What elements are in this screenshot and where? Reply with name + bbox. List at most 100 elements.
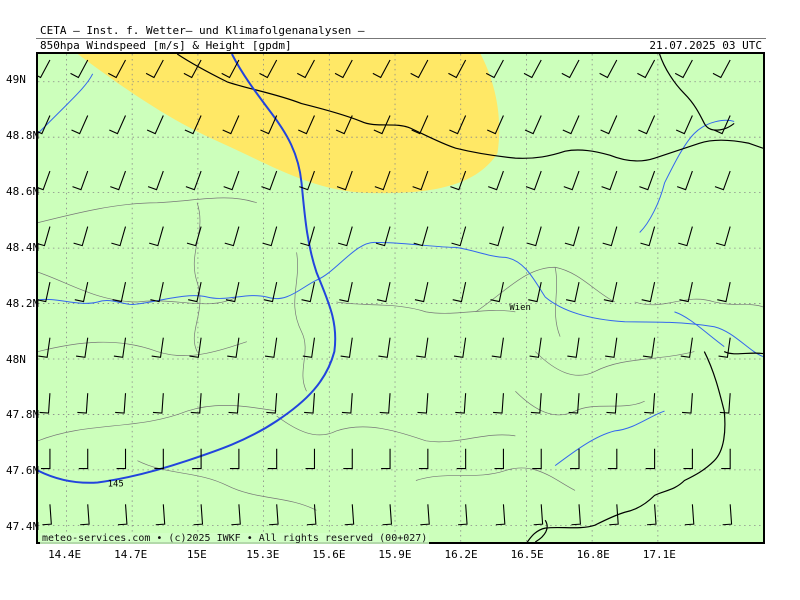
lat-label: 47.4N [6, 520, 40, 534]
wind-barb [116, 448, 127, 470]
wind-barb [70, 59, 89, 79]
wind-barb [260, 115, 278, 135]
lat-label: 48.2N [6, 296, 40, 310]
wind-barb [42, 504, 52, 526]
wind-barb [571, 504, 581, 526]
wind-barb [721, 448, 731, 470]
lat-label: 48.6N [6, 184, 40, 198]
lon-label: 16.8E [576, 548, 610, 561]
wind-barb [564, 226, 580, 247]
wind-barb [570, 448, 580, 470]
wind-barb [413, 226, 429, 247]
lon-label: 17.1E [642, 548, 676, 561]
wind-barb [145, 59, 164, 79]
wind-barb [417, 393, 429, 414]
wind-barb [267, 448, 278, 470]
wind-barbs [38, 59, 733, 526]
wind-barb [111, 226, 127, 247]
wind-barb [259, 59, 278, 79]
wind-barb [533, 504, 544, 526]
wind-barb [335, 115, 353, 135]
wind-barb [411, 115, 429, 135]
wind-barb [38, 115, 51, 135]
map-canvas[interactable]: 145 Wien [38, 54, 763, 542]
wind-barb [674, 59, 693, 79]
wind-barb [640, 226, 656, 247]
wind-barb [712, 59, 731, 79]
chart-title: CETA – Inst. f. Wetter– und Klimafolgena… [40, 24, 365, 37]
wind-barb [38, 170, 51, 191]
wind-barb [40, 448, 51, 470]
wind-barb [494, 448, 504, 470]
wind-barb [269, 504, 279, 526]
map-panel[interactable]: 145 Wien [36, 52, 765, 544]
wind-barb [298, 115, 315, 135]
wind-barb [683, 448, 693, 470]
wind-barb [452, 282, 467, 303]
wind-barb [185, 170, 202, 191]
wind-barb [336, 170, 353, 191]
lon-label: 15.3E [246, 548, 280, 561]
wind-barb [414, 282, 429, 303]
wind-barb [372, 59, 391, 79]
wind-barb [264, 337, 278, 358]
wind-barb [489, 226, 504, 247]
wind-barb [420, 504, 430, 526]
lat-lon-grid [38, 54, 763, 542]
wind-barb [526, 226, 542, 247]
wind-barb [642, 337, 656, 358]
wind-barb [378, 337, 391, 358]
wind-barb [146, 115, 164, 135]
wind-barb [112, 282, 127, 303]
wind-barb [38, 282, 51, 303]
wind-barb [227, 337, 240, 358]
wind-barb [449, 115, 467, 135]
wind-barb [418, 448, 429, 470]
lat-label: 47.6N [6, 464, 40, 478]
wind-barb [225, 282, 240, 303]
wind-barb [491, 337, 504, 358]
wind-barb [602, 226, 618, 247]
chart-subtitle: 850hpa Windspeed [m/s] & Height [gpdm] [40, 39, 292, 52]
wind-barb [76, 337, 89, 358]
wind-barb [337, 226, 353, 247]
wind-barb [605, 337, 618, 358]
header-divider [36, 38, 766, 39]
wind-barb [448, 59, 467, 79]
wind-barb [341, 393, 353, 414]
wind-barb [523, 59, 542, 79]
wind-barb [678, 226, 693, 247]
lat-label: 49N [6, 72, 26, 86]
wind-barb [184, 115, 202, 135]
lon-label: 16.5E [510, 548, 544, 561]
wind-barb [115, 393, 127, 414]
wind-barb [152, 393, 164, 414]
wind-barb [493, 393, 504, 414]
wind-barb [183, 59, 202, 79]
wind-barb [108, 59, 127, 79]
wind-barb [638, 115, 656, 135]
wind-barb [186, 226, 202, 247]
wind-barb [641, 282, 656, 303]
wind-barb [382, 504, 393, 526]
wind-barb [113, 337, 127, 358]
wind-barb [645, 448, 656, 470]
wind-barb [381, 448, 391, 470]
wind-barb [151, 337, 164, 358]
wind-barb [568, 393, 580, 414]
high-windspeed-area [77, 54, 500, 194]
wind-barb [266, 393, 278, 414]
wind-barb [490, 282, 504, 303]
wind-barb [719, 393, 731, 414]
wind-barb [38, 226, 51, 247]
wind-barb [676, 170, 693, 191]
wind-barb [193, 504, 204, 526]
wind-barb [190, 393, 202, 414]
wind-barb [684, 504, 695, 526]
wind-barb [262, 226, 278, 247]
city-label-wien: Wien [509, 303, 531, 313]
lon-label: 16.2E [444, 548, 478, 561]
wind-barb [221, 59, 240, 79]
lon-label: 14.4E [48, 548, 82, 561]
wind-barb [299, 170, 315, 191]
